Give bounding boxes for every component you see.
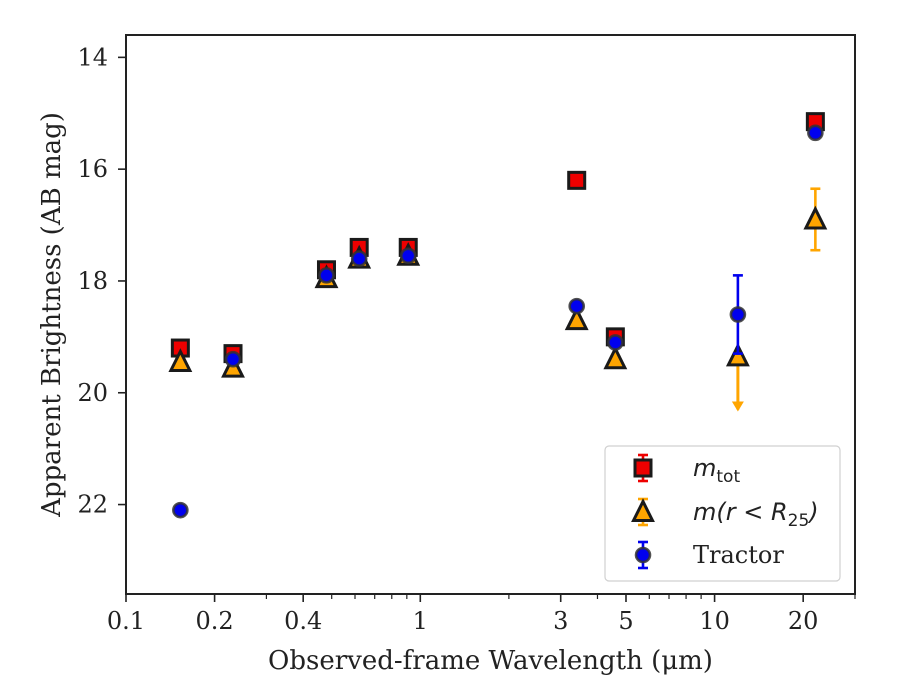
legend-marker <box>634 546 652 564</box>
x-tick-label: 5 <box>618 607 633 635</box>
data-point <box>318 267 335 284</box>
x-axis: 0.1 0.2 0.4 1 3 5 10 20 <box>107 594 856 635</box>
x-tick-label: 10 <box>699 607 730 635</box>
data-point <box>567 170 587 190</box>
data-point <box>603 345 628 370</box>
x-tick-label: 20 <box>788 607 819 635</box>
legend-label: m(r < R25) <box>693 498 819 531</box>
upper-limit-arrow <box>731 401 744 412</box>
data-point <box>607 334 624 351</box>
y-tick-label: 14 <box>77 43 108 71</box>
data-point <box>168 348 193 373</box>
data-marks <box>168 112 828 519</box>
data-point <box>729 306 747 323</box>
x-tick-label: 0.1 <box>107 607 145 635</box>
legend: mtot m(r < R25) Tractor <box>604 445 841 582</box>
x-tick-label: 0.4 <box>284 607 322 635</box>
y-tick-label: 18 <box>77 267 108 295</box>
data-point <box>224 350 242 368</box>
data-point <box>399 247 417 265</box>
x-tick-label: 1 <box>413 607 428 635</box>
y-tick-label: 16 <box>77 155 108 183</box>
legend-marker <box>633 458 653 478</box>
data-point <box>568 297 586 315</box>
data-point <box>725 342 750 367</box>
data-point <box>807 124 824 142</box>
legend-box <box>604 445 841 582</box>
data-point <box>172 501 189 519</box>
y-tick-label: 22 <box>77 491 108 519</box>
x-tick-label: 3 <box>553 607 568 635</box>
legend-label: Tractor <box>693 541 784 569</box>
y-axis-label: Apparent Brightness (AB mag) <box>37 112 67 518</box>
x-tick-label: 0.2 <box>196 607 234 635</box>
legend-marker <box>631 498 655 522</box>
x-axis-label: Observed-frame Wavelength (μm) <box>268 646 713 676</box>
legend-label: mtot <box>693 454 740 487</box>
data-point <box>564 306 589 331</box>
data-point <box>803 205 828 230</box>
data-point <box>350 250 368 267</box>
y-tick-label: 20 <box>77 379 108 407</box>
y-axis: 14 16 18 20 22 <box>77 43 126 519</box>
